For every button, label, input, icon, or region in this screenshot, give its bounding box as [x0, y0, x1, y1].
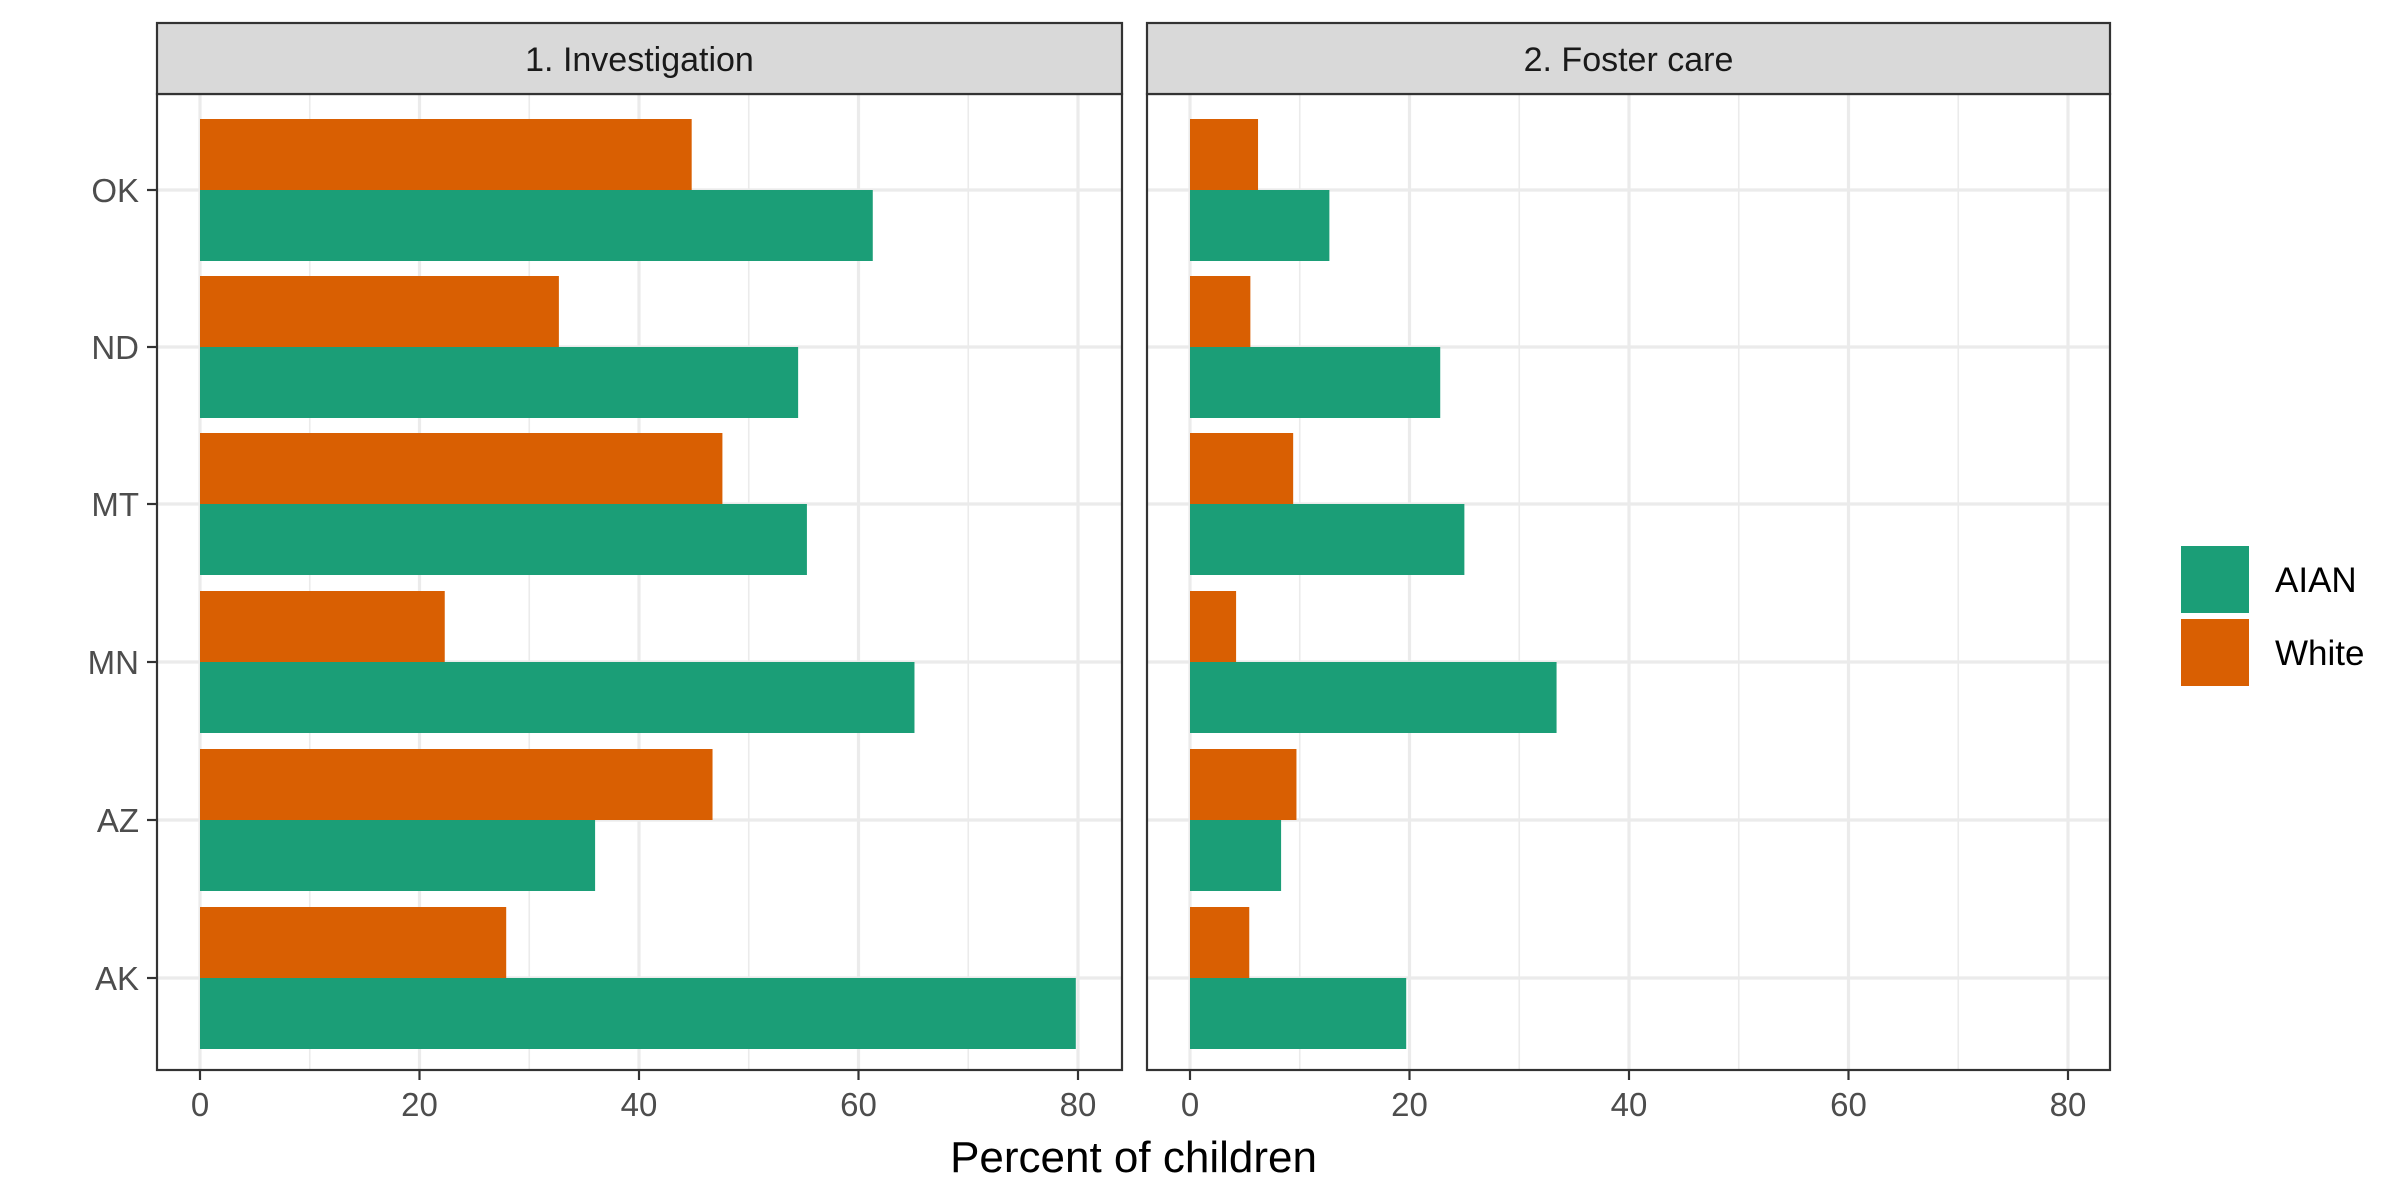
facet-strip [155, 21, 1124, 96]
legend-label: AIAN [2275, 561, 2357, 600]
facet-strip [1145, 21, 2112, 96]
facet-panel: 1. Investigation 0 20 40 60 80 [155, 21, 1124, 1123]
bar-white-ok [200, 119, 692, 190]
bar-white-ok [1190, 119, 1259, 190]
bar-aian-mn [1190, 662, 1557, 733]
bar-aian-ok [200, 190, 873, 261]
bar-aian-mt [200, 504, 807, 575]
bar-white-nd [200, 276, 559, 347]
legend-item: White [2181, 619, 2364, 686]
bar-aian-mt [1190, 504, 1465, 575]
bar-aian-az [1190, 820, 1282, 891]
y-tick-label: MN [88, 644, 139, 681]
x-tick-label: 0 [191, 1086, 209, 1123]
x-tick-label: 60 [840, 1086, 877, 1123]
x-tick-label: 60 [1830, 1086, 1867, 1123]
bar-aian-mn [200, 662, 915, 733]
x-tick-label: 40 [621, 1086, 658, 1123]
bar-aian-ok [1190, 190, 1330, 261]
bar-white-nd [1190, 276, 1251, 347]
bar-aian-nd [1190, 347, 1441, 418]
x-tick-label: 40 [1611, 1086, 1648, 1123]
bar-white-mt [1190, 433, 1294, 504]
bar-white-mn [200, 591, 445, 662]
bar-aian-ak [1190, 978, 1407, 1049]
x-axis-title: Percent of children [950, 1133, 1317, 1182]
x-tick-label: 80 [2050, 1086, 2087, 1123]
bar-white-az [1190, 749, 1297, 820]
bar-white-ak [1190, 907, 1250, 978]
y-tick-label: AZ [97, 802, 139, 839]
bar-white-mn [1190, 591, 1237, 662]
x-tick-label: 20 [401, 1086, 438, 1123]
bar-aian-ak [200, 978, 1076, 1049]
bar-aian-nd [200, 347, 799, 418]
x-tick-label: 20 [1391, 1086, 1428, 1123]
facet-strip-label: 1. Investigation [525, 41, 754, 79]
legend-item: AIAN [2181, 546, 2357, 613]
legend-key [2181, 619, 2249, 686]
y-axis: AK AZ MN MT ND OK [88, 172, 157, 997]
x-tick-label: 0 [1181, 1086, 1199, 1123]
legend: AIAN White [2181, 546, 2364, 686]
y-tick-label: MT [91, 486, 139, 523]
chart-panels: 1. Investigation 0 20 40 60 80 2. Foster care 0… [155, 21, 2112, 1123]
legend-key [2181, 546, 2249, 613]
facet-panel: 2. Foster care 0 20 40 60 80 [1145, 21, 2112, 1123]
x-tick-label: 80 [1060, 1086, 1097, 1123]
bar-white-az [200, 749, 713, 820]
bar-white-ak [200, 907, 507, 978]
y-tick-label: AK [95, 960, 139, 997]
facet-strip-label: 2. Foster care [1524, 41, 1734, 79]
legend-label: White [2275, 634, 2364, 673]
bar-white-mt [200, 433, 723, 504]
y-tick-label: ND [91, 329, 139, 366]
y-tick-label: OK [91, 172, 139, 209]
bar-aian-az [200, 820, 596, 891]
